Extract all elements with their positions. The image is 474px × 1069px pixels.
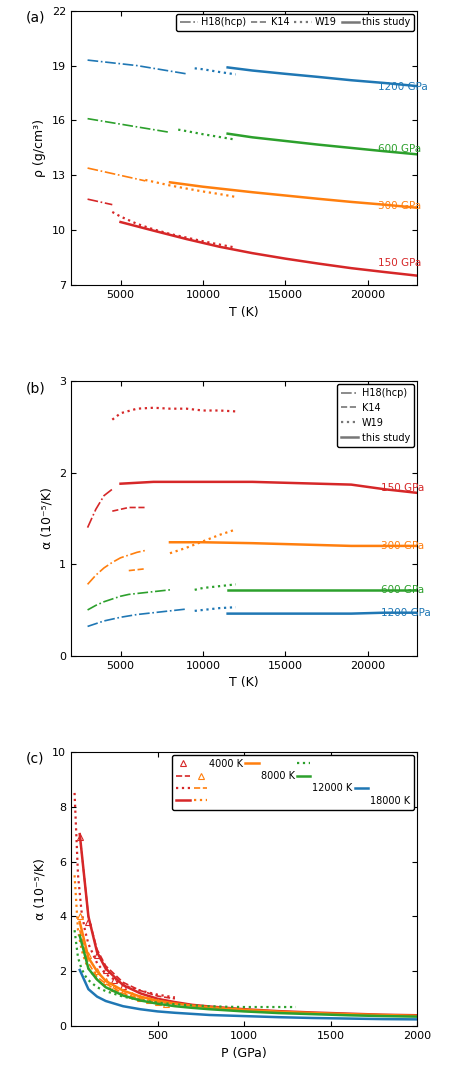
X-axis label: T (K): T (K) — [229, 676, 259, 690]
Text: 300 GPa: 300 GPa — [381, 541, 424, 551]
Y-axis label: α (10⁻⁵/K): α (10⁻⁵/K) — [41, 487, 54, 549]
Text: 600 GPa: 600 GPa — [378, 144, 421, 154]
Text: (b): (b) — [26, 382, 46, 396]
Text: 150 GPa: 150 GPa — [378, 259, 421, 268]
Text: (a): (a) — [26, 11, 46, 25]
Text: 1200 GPa: 1200 GPa — [381, 607, 430, 618]
Text: 1200 GPa: 1200 GPa — [378, 81, 428, 92]
X-axis label: P (GPa): P (GPa) — [221, 1047, 267, 1059]
Text: (c): (c) — [26, 752, 45, 765]
Text: 300 GPa: 300 GPa — [378, 201, 421, 212]
Y-axis label: α (10⁻⁵/K): α (10⁻⁵/K) — [34, 858, 46, 920]
Y-axis label: ρ (g/cm³): ρ (g/cm³) — [34, 119, 46, 177]
Text: 600 GPa: 600 GPa — [381, 585, 424, 594]
Legend: , , , , 4000 K, , , , , 8000 K, , , , , 12000 K, , , , , 18000 K: , , , , 4000 K, , , , , 8000 K, , , , , … — [173, 755, 414, 809]
Legend: H18(hcp), K14, W19, this study: H18(hcp), K14, W19, this study — [176, 14, 414, 31]
X-axis label: T (K): T (K) — [229, 306, 259, 319]
Legend: H18(hcp), K14, W19, this study: H18(hcp), K14, W19, this study — [337, 384, 414, 447]
Text: A94    V03    W19   this study: A94 V03 W19 this study — [223, 756, 384, 765]
Text: 150 GPa: 150 GPa — [381, 483, 424, 493]
